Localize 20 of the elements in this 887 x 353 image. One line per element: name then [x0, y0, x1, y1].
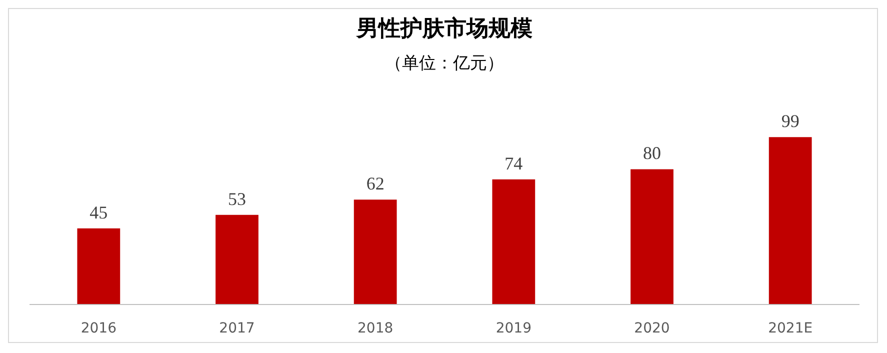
x-tick-label: 2020: [634, 320, 670, 336]
data-label: 80: [643, 143, 661, 164]
data-label: 53: [228, 188, 246, 209]
bar: [492, 179, 536, 304]
bar: [216, 214, 258, 304]
x-tick-label: 2021E: [768, 320, 813, 336]
x-tick-label: 2018: [358, 320, 394, 336]
data-label: 99: [781, 111, 800, 132]
data-label: 45: [90, 202, 108, 222]
data-label: 74: [504, 153, 523, 174]
x-tick-label: 2017: [219, 320, 255, 336]
bar: [77, 228, 120, 304]
x-tick-label: 2019: [496, 320, 532, 336]
bar: [768, 137, 812, 304]
data-label: 62: [366, 174, 384, 194]
x-tick-label: 2016: [80, 320, 117, 336]
chart-subtitle: （单位：亿元）: [385, 54, 504, 74]
bar: [630, 169, 674, 304]
bar: [354, 200, 397, 304]
chart-title: 男性护肤市场规模: [356, 16, 532, 42]
